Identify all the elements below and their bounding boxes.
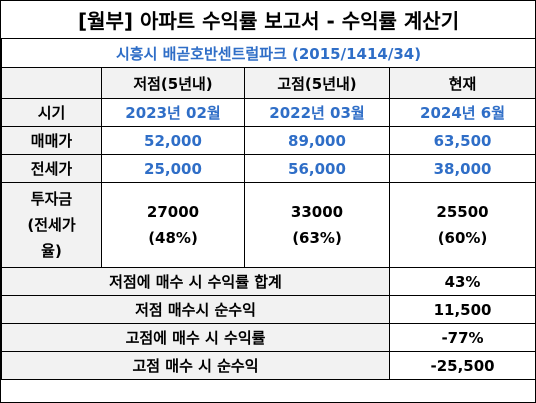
investment-row: 투자금 (전세가 율) 27000 (48%) 33000 (63%) 2550… (1, 182, 536, 268)
period-label: 시기 (1, 98, 102, 127)
sale-price-label: 매매가 (1, 126, 102, 155)
investment-now-ratio: (60%) (437, 229, 488, 247)
summary-label: 고점에 매수 시 수익률 (1, 323, 390, 352)
investment-high-amount: 33000 (290, 203, 344, 221)
header-low: 저점(5년내) (101, 67, 245, 99)
header-now: 현재 (388, 67, 536, 99)
investment-low-amount: 27000 (146, 203, 200, 221)
summary-row: 저점 매수시 순수익 11,500 (1, 295, 536, 324)
jeonse-price-low: 25,000 (101, 154, 245, 183)
investment-label-line1: 투자금 (30, 190, 73, 208)
summary-row: 저점에 매수 시 수익률 합계 43% (1, 267, 536, 296)
summary-value: -25,500 (388, 351, 536, 380)
sale-price-now: 63,500 (388, 126, 536, 155)
sale-price-row: 매매가 52,000 89,000 63,500 (1, 126, 536, 155)
period-low: 2023년 02월 (101, 98, 245, 127)
investment-now-amount: 25500 (436, 203, 489, 221)
investment-label: 투자금 (전세가 율) (1, 182, 102, 268)
summary-label: 저점 매수시 순수익 (1, 295, 390, 324)
header-blank-cell (1, 67, 102, 99)
investment-high: 33000 (63%) (244, 182, 390, 268)
apartment-subtitle: 시흥시 배곧호반센트럴파크 (2015/1414/34) (0, 38, 536, 68)
investment-low-ratio: (48%) (148, 229, 198, 247)
investment-high-ratio: (63%) (292, 229, 342, 247)
investment-label-line3: 율) (41, 242, 62, 260)
investment-label-line2: (전세가 (27, 216, 76, 234)
jeonse-price-now: 38,000 (388, 154, 536, 183)
jeonse-price-high: 56,000 (244, 154, 390, 183)
subtitle-row: 시흥시 배곧호반센트럴파크 (2015/1414/34) (0, 38, 536, 68)
sale-price-high: 89,000 (244, 126, 390, 155)
summary-value: 11,500 (388, 295, 536, 324)
period-row: 시기 2023년 02월 2022년 03월 2024년 6월 (1, 98, 536, 127)
period-now: 2024년 6월 (388, 98, 536, 127)
summary-row: 고점 매수 시 순수익 -25,500 (1, 351, 536, 380)
summary-value: -77% (388, 323, 536, 352)
period-high: 2022년 03월 (244, 98, 390, 127)
jeonse-price-row: 전세가 25,000 56,000 38,000 (1, 154, 536, 183)
report-title: [월부] 아파트 수익률 보고서 - 수익률 계산기 (1, 1, 536, 39)
title-row: [월부] 아파트 수익률 보고서 - 수익률 계산기 (1, 1, 536, 39)
investment-now: 25500 (60%) (388, 182, 536, 268)
header-row: 저점(5년내) 고점(5년내) 현재 (1, 67, 536, 99)
summary-value: 43% (388, 267, 536, 296)
summary-label: 저점에 매수 시 수익률 합계 (1, 267, 390, 296)
summary-label: 고점 매수 시 순수익 (1, 351, 390, 380)
header-high: 고점(5년내) (244, 67, 390, 99)
investment-low: 27000 (48%) (101, 182, 245, 268)
report-table: [월부] 아파트 수익률 보고서 - 수익률 계산기 시흥시 배곧호반센트럴파크… (0, 1, 536, 380)
jeonse-price-label: 전세가 (1, 154, 102, 183)
summary-row: 고점에 매수 시 수익률 -77% (1, 323, 536, 352)
sale-price-low: 52,000 (101, 126, 245, 155)
